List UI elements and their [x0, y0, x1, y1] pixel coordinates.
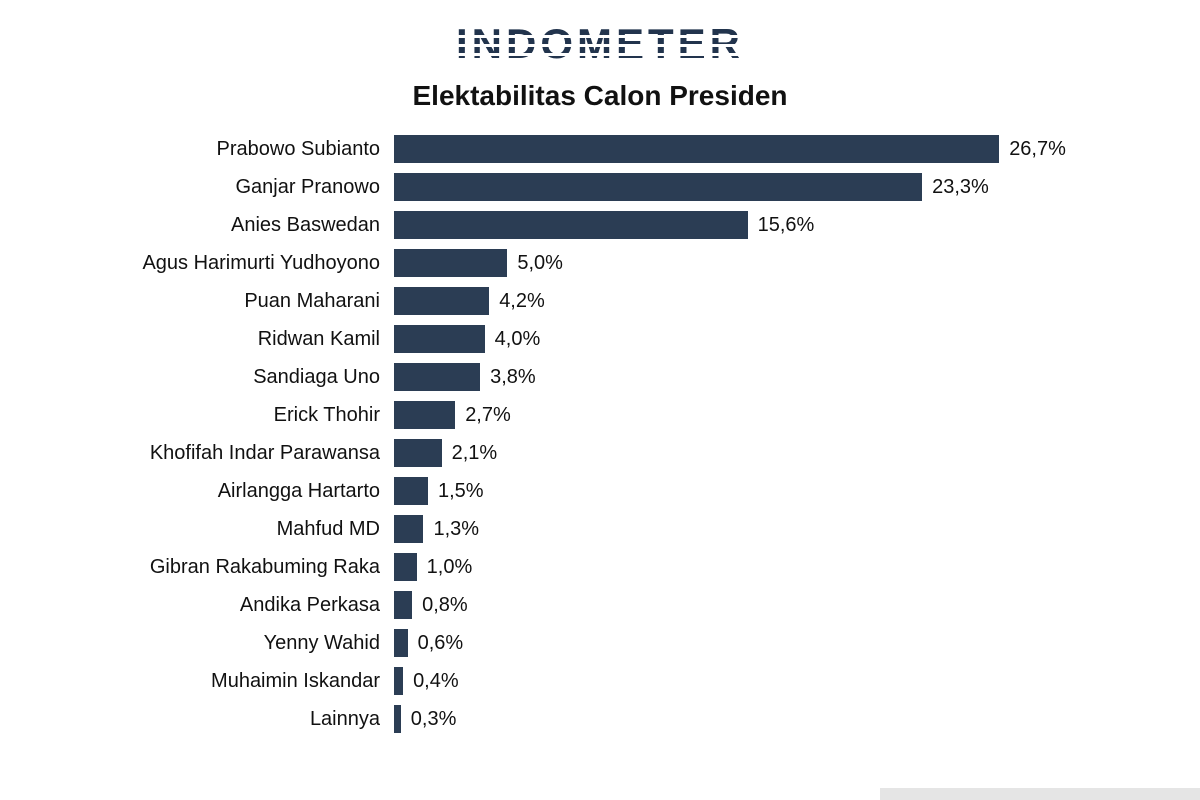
- bar-area: 2,7%: [394, 401, 1100, 429]
- bar-value: 0,4%: [403, 670, 459, 693]
- bar-area: 0,4%: [394, 667, 1100, 695]
- bar: [394, 515, 423, 543]
- bar-value: 5,0%: [507, 252, 563, 275]
- bar-area: 4,2%: [394, 287, 1100, 315]
- bar-label: Erick Thohir: [100, 404, 394, 427]
- bar: [394, 211, 748, 239]
- bar: [394, 705, 401, 733]
- bar-area: 0,6%: [394, 629, 1100, 657]
- bar: [394, 249, 507, 277]
- chart-row: Prabowo Subianto 26,7%: [100, 130, 1100, 168]
- chart-title: Elektabilitas Calon Presiden: [0, 80, 1200, 112]
- chart-row: Gibran Rakabuming Raka 1,0%: [100, 548, 1100, 586]
- chart-row: Andika Perkasa 0,8%: [100, 586, 1100, 624]
- bar: [394, 173, 922, 201]
- bar-value: 15,6%: [748, 214, 815, 237]
- bar-area: 1,0%: [394, 553, 1100, 581]
- bar-area: 0,8%: [394, 591, 1100, 619]
- bar-area: 5,0%: [394, 249, 1100, 277]
- brand-logo: INDOMETER: [0, 20, 1200, 66]
- bar-label: Yenny Wahid: [100, 632, 394, 655]
- bar-label: Airlangga Hartarto: [100, 480, 394, 503]
- bar-area: 0,3%: [394, 705, 1100, 733]
- bar-area: 4,0%: [394, 325, 1100, 353]
- bar: [394, 363, 480, 391]
- chart-row: Mahfud MD 1,3%: [100, 510, 1100, 548]
- bar-label: Sandiaga Uno: [100, 366, 394, 389]
- bar-label: Mahfud MD: [100, 518, 394, 541]
- page: INDOMETER Elektabilitas Calon Presiden P…: [0, 0, 1200, 800]
- bar-area: 2,1%: [394, 439, 1100, 467]
- bar-value: 23,3%: [922, 176, 989, 199]
- chart-row: Ganjar Pranowo 23,3%: [100, 168, 1100, 206]
- chart-row: Sandiaga Uno 3,8%: [100, 358, 1100, 396]
- bar: [394, 591, 412, 619]
- bar-area: 23,3%: [394, 173, 1100, 201]
- bar-label: Andika Perkasa: [100, 594, 394, 617]
- footer-stripe: [880, 788, 1200, 800]
- bar: [394, 667, 403, 695]
- bar-label: Ridwan Kamil: [100, 328, 394, 351]
- bar-label: Anies Baswedan: [100, 214, 394, 237]
- chart-row: Ridwan Kamil 4,0%: [100, 320, 1100, 358]
- chart-row: Puan Maharani 4,2%: [100, 282, 1100, 320]
- bar-value: 0,6%: [408, 632, 464, 655]
- bar-area: 15,6%: [394, 211, 1100, 239]
- bar-label: Muhaimin Iskandar: [100, 670, 394, 693]
- bar-label: Gibran Rakabuming Raka: [100, 556, 394, 579]
- bar-area: 1,3%: [394, 515, 1100, 543]
- bar: [394, 401, 455, 429]
- bar-value: 2,7%: [455, 404, 511, 427]
- bar-area: 3,8%: [394, 363, 1100, 391]
- bar-value: 26,7%: [999, 138, 1066, 161]
- bar-value: 1,3%: [423, 518, 479, 541]
- chart-row: Airlangga Hartarto 1,5%: [100, 472, 1100, 510]
- bar-value: 4,0%: [485, 328, 541, 351]
- bar: [394, 287, 489, 315]
- bar-label: Puan Maharani: [100, 290, 394, 313]
- bar: [394, 477, 428, 505]
- bar-label: Khofifah Indar Parawansa: [100, 442, 394, 465]
- chart-row: Agus Harimurti Yudhoyono 5,0%: [100, 244, 1100, 282]
- bar-value: 4,2%: [489, 290, 545, 313]
- svg-text:INDOMETER: INDOMETER: [456, 20, 744, 66]
- chart-row: Khofifah Indar Parawansa 2,1%: [100, 434, 1100, 472]
- bar: [394, 629, 408, 657]
- bar-value: 0,3%: [401, 708, 457, 731]
- bar-value: 2,1%: [442, 442, 498, 465]
- chart-row: Muhaimin Iskandar 0,4%: [100, 662, 1100, 700]
- bar-area: 26,7%: [394, 135, 1100, 163]
- brand-logo-svg: INDOMETER: [400, 20, 800, 66]
- bar-label: Ganjar Pranowo: [100, 176, 394, 199]
- bar: [394, 135, 999, 163]
- chart-row: Lainnya 0,3%: [100, 700, 1100, 738]
- bar-value: 1,0%: [417, 556, 473, 579]
- chart-row: Erick Thohir 2,7%: [100, 396, 1100, 434]
- chart-row: Anies Baswedan 15,6%: [100, 206, 1100, 244]
- bar: [394, 553, 417, 581]
- bar: [394, 325, 485, 353]
- bar-value: 0,8%: [412, 594, 468, 617]
- bar-value: 1,5%: [428, 480, 484, 503]
- bar-chart: Prabowo Subianto 26,7% Ganjar Pranowo 23,3%…: [100, 130, 1100, 738]
- bar-area: 1,5%: [394, 477, 1100, 505]
- chart-row: Yenny Wahid 0,6%: [100, 624, 1100, 662]
- bar: [394, 439, 442, 467]
- bar-label: Agus Harimurti Yudhoyono: [100, 252, 394, 275]
- bar-value: 3,8%: [480, 366, 536, 389]
- bar-label: Prabowo Subianto: [100, 138, 394, 161]
- bar-label: Lainnya: [100, 708, 394, 731]
